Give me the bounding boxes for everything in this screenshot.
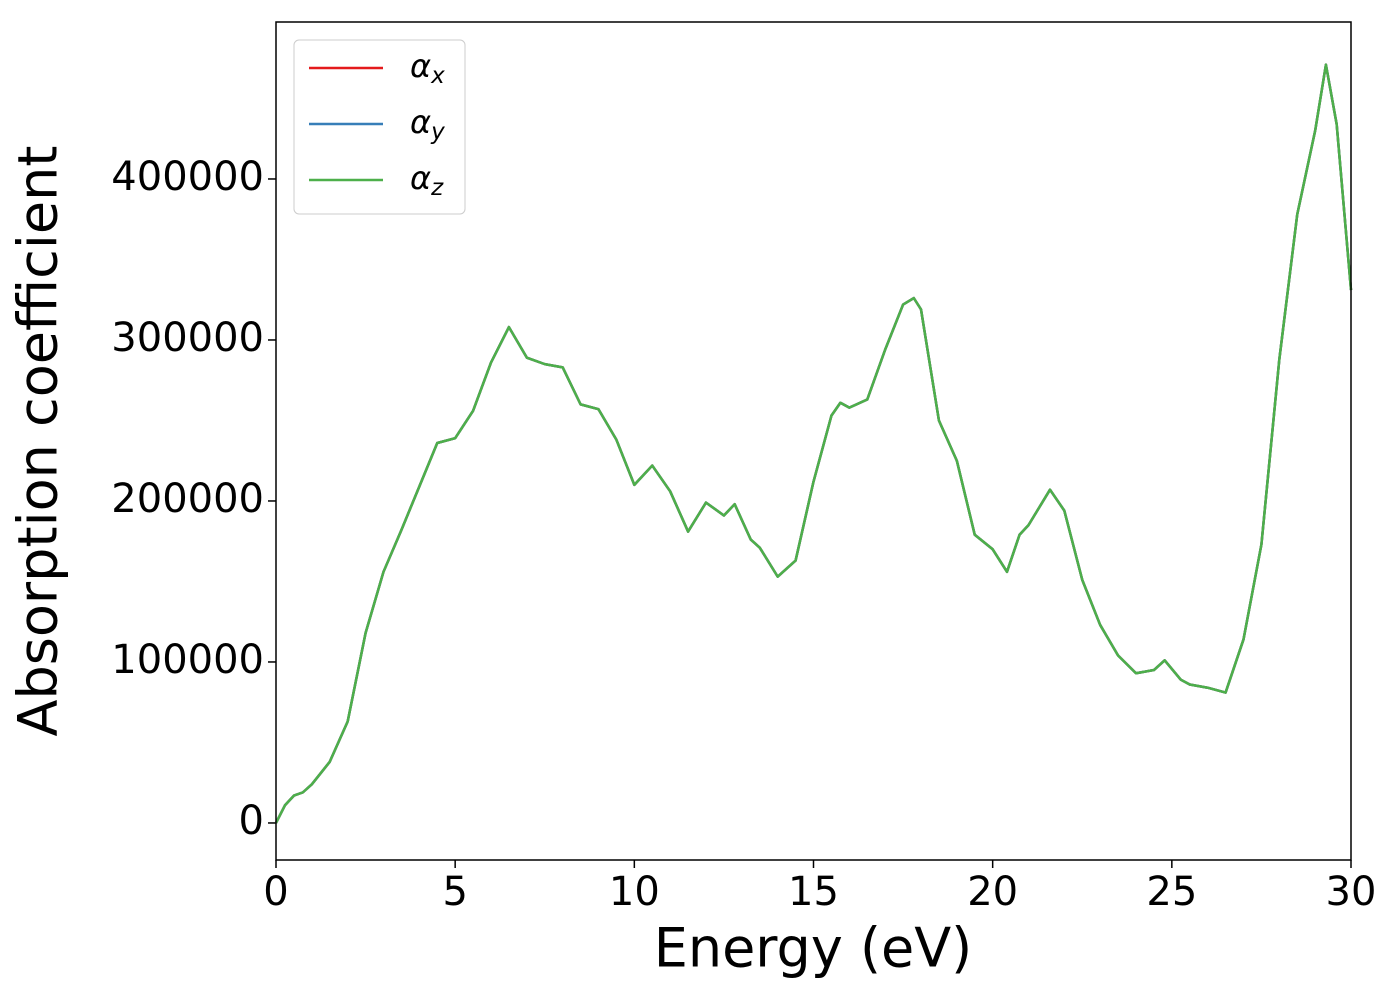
x-tick-label: 15 [788, 869, 839, 915]
x-tick-label: 20 [967, 869, 1018, 915]
legend-label: αx [410, 47, 445, 89]
x-tick-label: 10 [609, 869, 660, 915]
plot-frame [275, 21, 1352, 861]
x-tick-label: 25 [1146, 869, 1197, 915]
x-tick-label: 30 [1326, 869, 1377, 915]
data-line [274, 63, 1353, 824]
y-tick-label: 400000 [111, 154, 264, 200]
y-tick-label: 100000 [111, 637, 264, 683]
legend-box [293, 39, 466, 215]
y-tick-label: 0 [239, 798, 264, 844]
legend-label: αy [410, 103, 445, 145]
y-tick-label: 300000 [111, 315, 264, 361]
legend-label: αz [410, 159, 444, 201]
x-tick-label: 5 [442, 869, 467, 915]
y-axis-label: Absorption coefficient [7, 146, 70, 737]
y-tick-label: 200000 [111, 476, 264, 522]
x-tick-label: 0 [263, 869, 288, 915]
x-axis-label: Energy (eV) [654, 917, 973, 980]
